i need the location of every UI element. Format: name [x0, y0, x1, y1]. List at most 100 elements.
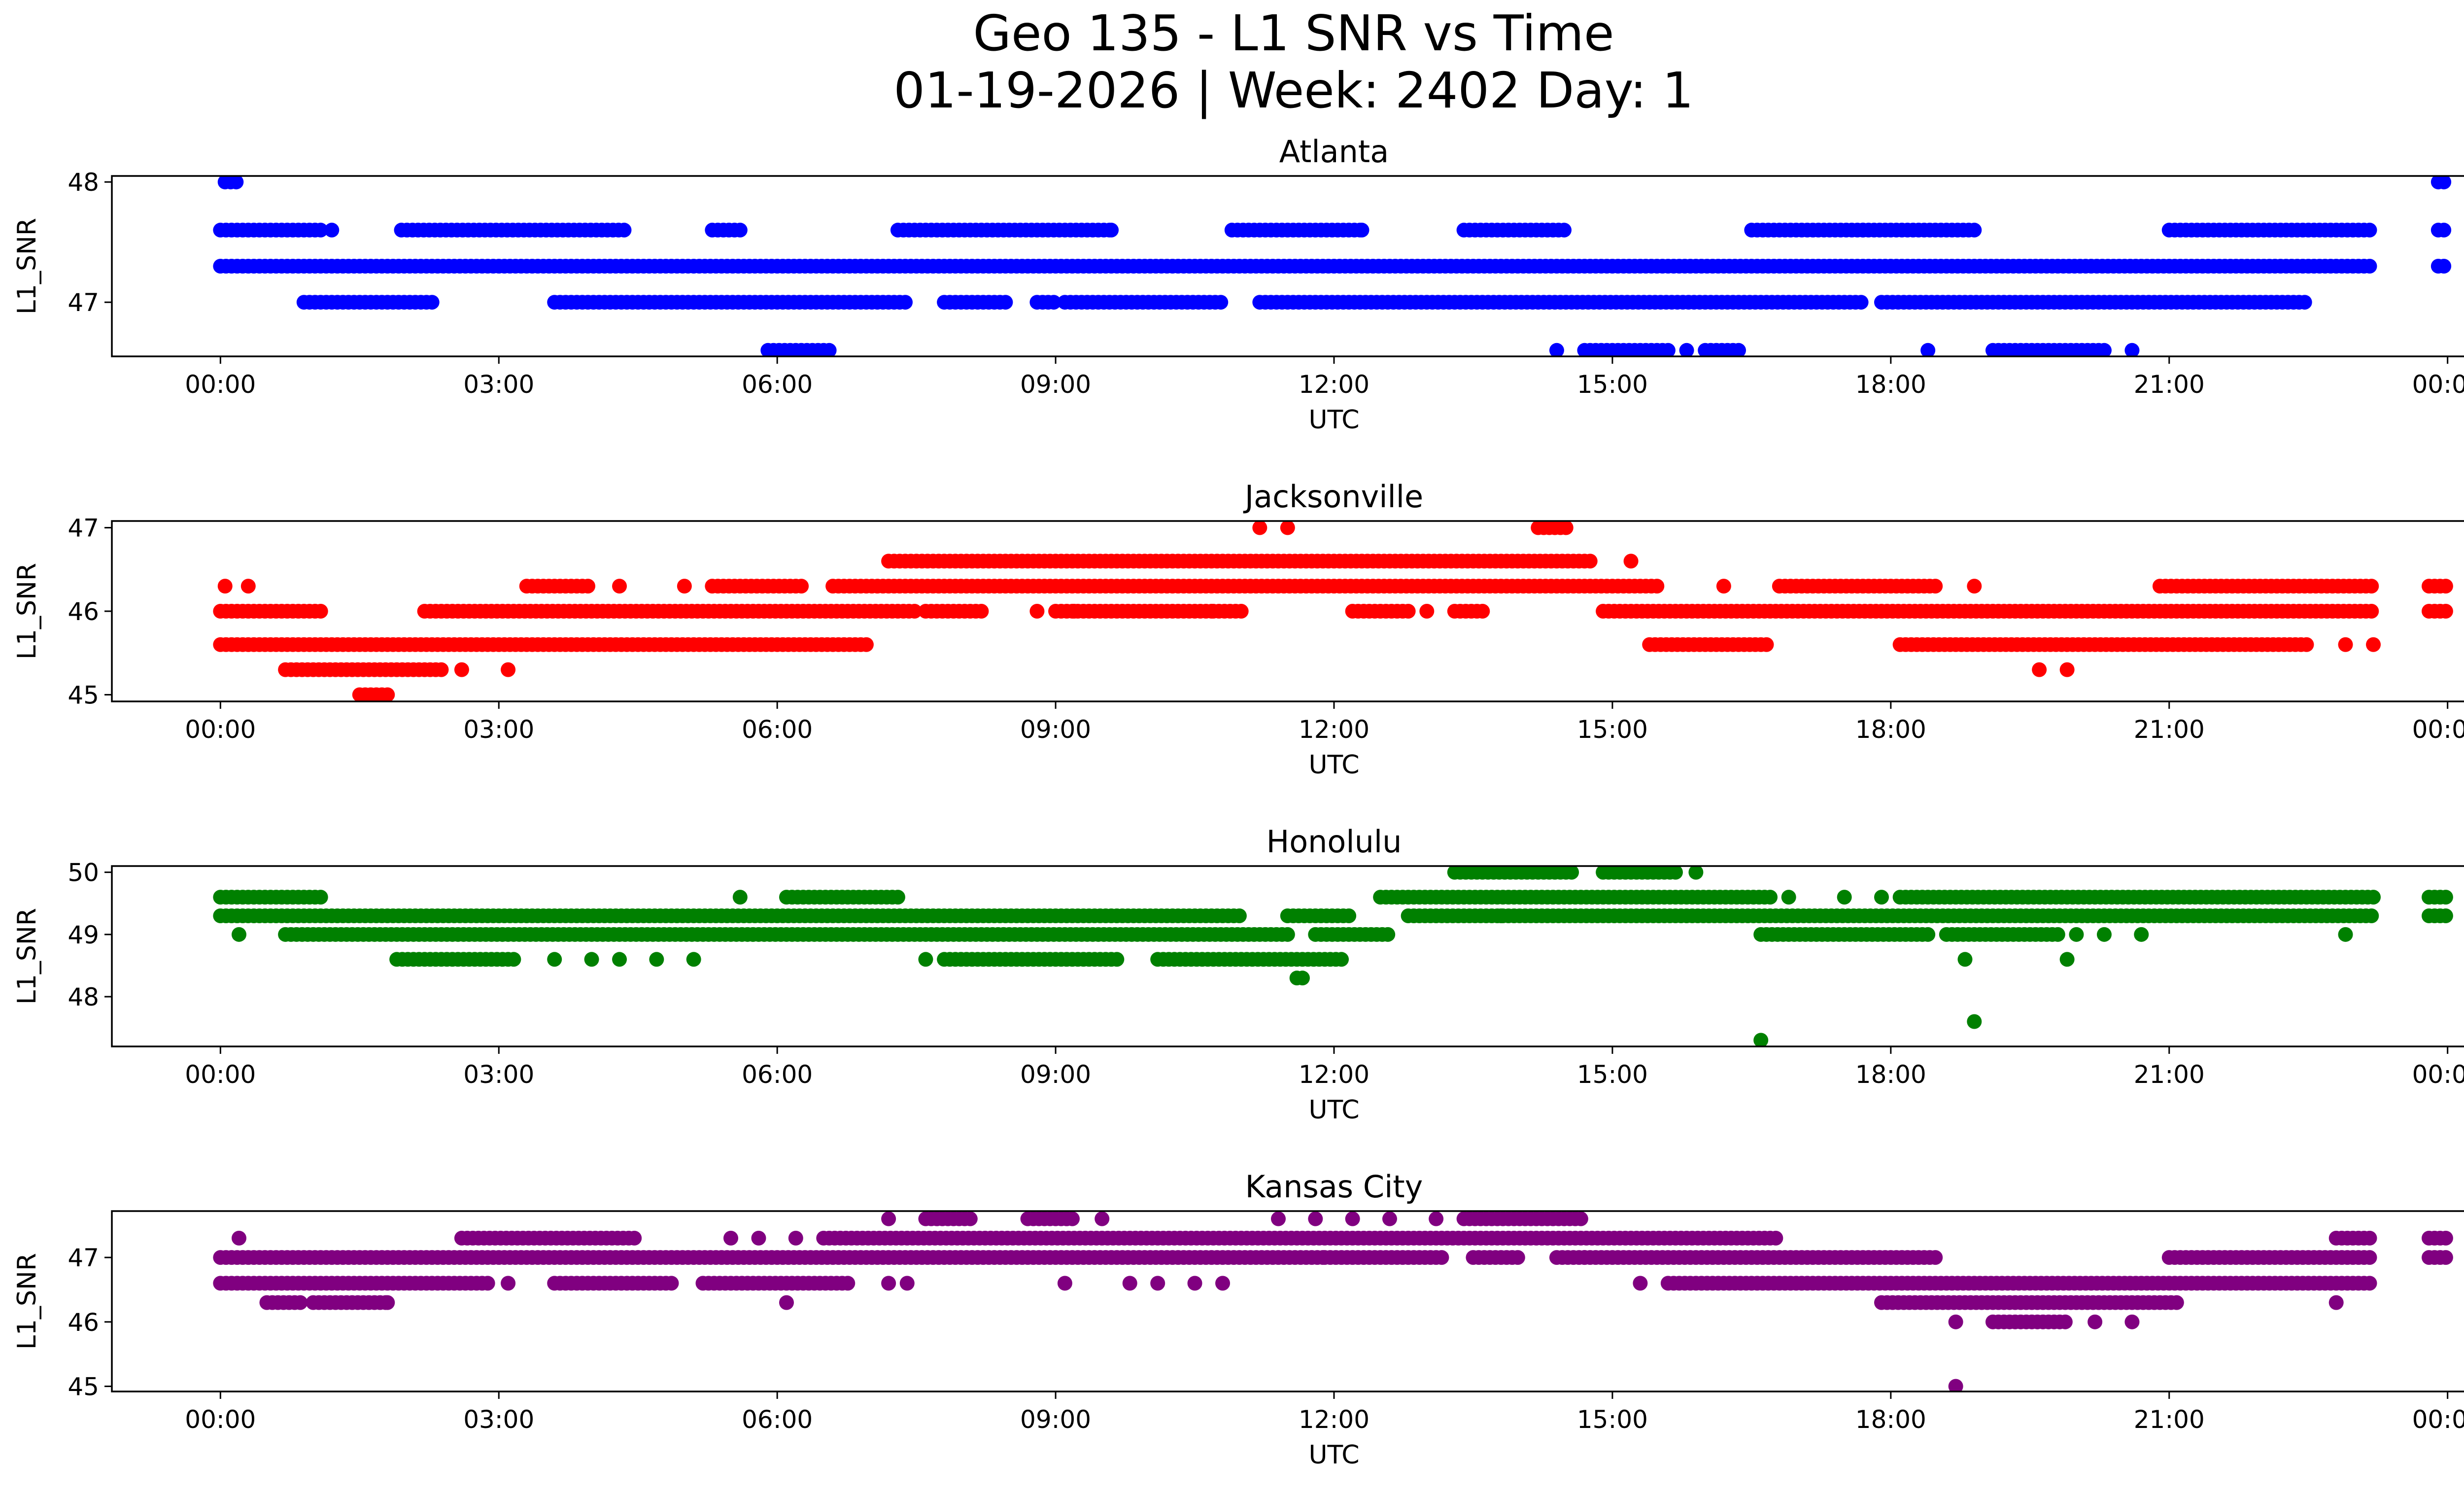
data-point — [1549, 343, 1564, 356]
data-point — [229, 176, 244, 190]
data-point — [2438, 579, 2453, 594]
data-point — [1057, 1276, 1072, 1291]
data-point — [794, 579, 809, 594]
data-point — [1957, 952, 1973, 967]
data-point — [1280, 927, 1295, 942]
data-point — [1837, 890, 1852, 905]
kansas-city-data-points — [213, 1211, 2453, 1391]
y-tick-label: 45 — [68, 681, 99, 709]
data-point — [217, 579, 233, 594]
data-point — [1493, 908, 1508, 923]
data-point — [2362, 1276, 2377, 1291]
data-point — [2338, 927, 2353, 942]
data-point — [612, 579, 627, 594]
data-point — [1853, 295, 1869, 310]
data-point — [1233, 604, 1249, 619]
data-point — [2438, 604, 2453, 619]
x-tick-label: 15:00 — [1577, 1060, 1648, 1089]
x-tick-label: 00:00 — [2412, 1060, 2464, 1089]
y-tick-label: 47 — [68, 288, 99, 317]
jacksonville-x-axis-label: UTC — [1308, 750, 1359, 780]
y-tick-label: 49 — [68, 921, 99, 949]
data-point — [1928, 579, 1943, 594]
data-point — [1577, 1250, 1592, 1265]
data-point — [2362, 1230, 2377, 1246]
data-point — [788, 1230, 803, 1246]
data-point — [231, 927, 246, 942]
data-point — [1064, 1211, 1080, 1226]
data-point — [424, 295, 440, 310]
data-point — [1633, 1276, 1648, 1291]
data-point — [1928, 1250, 1943, 1265]
x-tick-label: 09:00 — [1020, 370, 1091, 399]
data-point — [2328, 1295, 2344, 1310]
data-point — [2364, 604, 2379, 619]
data-point — [2297, 295, 2312, 310]
honolulu-title: Honolulu — [1266, 824, 1402, 860]
x-tick-label: 09:00 — [1020, 715, 1091, 744]
atlanta-y-axis-label: L1_SNR — [12, 218, 42, 314]
data-point — [2032, 662, 2047, 677]
x-tick-label: 03:00 — [463, 370, 534, 399]
data-point — [1768, 1230, 1783, 1246]
data-point — [1781, 890, 1796, 905]
x-tick-label: 21:00 — [2134, 1060, 2205, 1089]
data-point — [1382, 1211, 1397, 1226]
data-point — [1066, 604, 1082, 619]
data-point — [677, 579, 692, 594]
data-point — [1104, 222, 1119, 238]
data-point — [1623, 554, 1639, 569]
data-point — [1150, 1276, 1165, 1291]
data-point — [1295, 971, 1310, 986]
data-point — [1122, 1276, 1137, 1291]
data-point — [1345, 1211, 1360, 1226]
data-point — [2438, 1230, 2453, 1246]
data-point — [2362, 222, 2377, 238]
data-point — [1419, 604, 1435, 619]
figure-title-line-1: Geo 135 - L1 SNR vs Time — [973, 4, 1614, 62]
kansas-city-x-axis-label: UTC — [1308, 1440, 1359, 1470]
data-point — [1187, 1276, 1202, 1291]
figure-title-line-2: 01-19-2026 | Week: 2402 Day: 1 — [893, 62, 1693, 119]
data-point — [1920, 927, 1936, 942]
data-point — [2364, 579, 2379, 594]
y-tick-label: 46 — [68, 1308, 99, 1337]
x-tick-label: 15:00 — [1577, 1405, 1648, 1434]
x-tick-label: 12:00 — [1299, 370, 1369, 399]
x-tick-label: 12:00 — [1299, 1405, 1369, 1434]
data-point — [890, 890, 905, 905]
y-tick-label: 50 — [68, 859, 99, 887]
x-tick-label: 18:00 — [1855, 1060, 1926, 1089]
data-point — [2364, 908, 2379, 923]
data-point — [751, 1230, 766, 1246]
data-point — [2057, 1314, 2073, 1329]
y-tick-label: 47 — [68, 1244, 99, 1272]
data-point — [1668, 866, 1683, 880]
jacksonville-y-axis-label: L1_SNR — [12, 563, 42, 660]
y-tick-label: 45 — [68, 1373, 99, 1401]
data-point — [2438, 908, 2453, 923]
data-point — [1679, 343, 1694, 356]
data-point — [2124, 343, 2140, 356]
x-tick-label: 06:00 — [742, 1405, 813, 1434]
data-point — [1753, 1033, 1769, 1046]
data-point — [501, 1276, 516, 1291]
data-point — [1401, 604, 1416, 619]
data-point — [434, 662, 449, 677]
data-point — [1029, 604, 1045, 619]
data-point — [293, 1295, 308, 1310]
x-tick-label: 12:00 — [1299, 1060, 1369, 1089]
data-point — [2436, 176, 2452, 190]
data-point — [779, 1295, 794, 1310]
data-point — [1280, 521, 1295, 535]
data-point — [1109, 952, 1125, 967]
panel-honolulu: Honolulu 00:00 03:00 06:00 09:00 12:00 15:00 18… — [12, 824, 2464, 1125]
data-point — [2366, 637, 2381, 652]
atlanta-data-points — [213, 176, 2452, 356]
data-point — [1716, 579, 1731, 594]
data-point — [1967, 1014, 1982, 1029]
data-point — [1380, 927, 1396, 942]
data-point — [1308, 1211, 1323, 1226]
data-point — [2124, 1314, 2140, 1329]
panel-atlanta: Atlanta 00:00 03:00 06:00 09:00 12:00 15:00 18:… — [12, 134, 2464, 435]
